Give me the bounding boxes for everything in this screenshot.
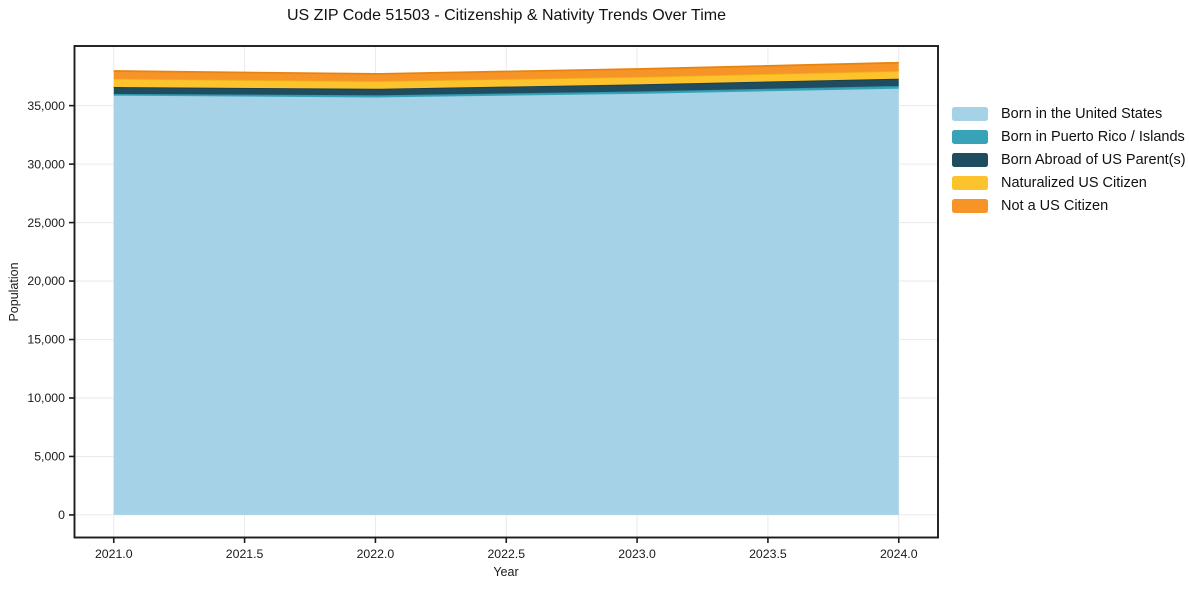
stacked-areas (113, 61, 899, 515)
legend-item: Born in Puerto Rico / Islands (952, 125, 1186, 148)
legend-label: Born Abroad of US Parent(s) (1001, 151, 1186, 168)
legend-swatch (952, 198, 988, 213)
x-tick-label: 2022.0 (357, 547, 395, 561)
area-series-1 (113, 86, 899, 98)
x-axis-label: Year (493, 565, 519, 579)
y-tick-label: 15,000 (27, 333, 65, 347)
legend-swatch (952, 152, 988, 167)
x-tick-label: 2023.0 (618, 547, 656, 561)
legend-swatch (952, 129, 988, 144)
legend-swatch (952, 106, 988, 121)
x-tick-label: 2021.5 (226, 547, 264, 561)
legend: Born in the United States Born in Puerto … (952, 102, 1186, 217)
y-tick-label: 30,000 (27, 157, 65, 171)
legend-label: Naturalized US Citizen (1001, 174, 1147, 191)
area-series-4-edge (113, 61, 899, 75)
legend-swatch (952, 175, 988, 190)
legend-label: Not a US Citizen (1001, 197, 1109, 214)
legend-item: Born in the United States (952, 102, 1186, 125)
y-tick-label: 25,000 (27, 216, 65, 230)
legend-item: Not a US Citizen (952, 194, 1186, 217)
y-tick-label: 0 (58, 508, 65, 522)
x-tick-label: 2023.5 (749, 547, 787, 561)
chart-title: US ZIP Code 51503 - Citizenship & Nativi… (287, 7, 726, 24)
legend-item: Born Abroad of US Parent(s) (952, 148, 1186, 171)
legend-item: Naturalized US Citizen (952, 171, 1186, 194)
x-tick-label: 2024.0 (880, 547, 918, 561)
legend-label: Born in Puerto Rico / Islands (1001, 128, 1185, 145)
y-tick-label: 10,000 (27, 391, 65, 405)
x-tick-label: 2022.5 (487, 547, 525, 561)
tick-marks (69, 104, 900, 543)
y-tick-label: 35,000 (27, 99, 65, 113)
legend-label: Born in the United States (1001, 105, 1163, 122)
y-axis-label: Population (7, 262, 21, 322)
y-tick-label: 20,000 (27, 274, 65, 288)
x-tick-label: 2021.0 (95, 547, 133, 561)
y-tick-label: 5,000 (34, 450, 65, 464)
area-series-0 (113, 88, 899, 515)
tick-labels: 0 5,000 10,000 15,000 20,000 25,000 30,000 35,0… (27, 99, 917, 561)
area-series-3-edge (113, 70, 899, 82)
